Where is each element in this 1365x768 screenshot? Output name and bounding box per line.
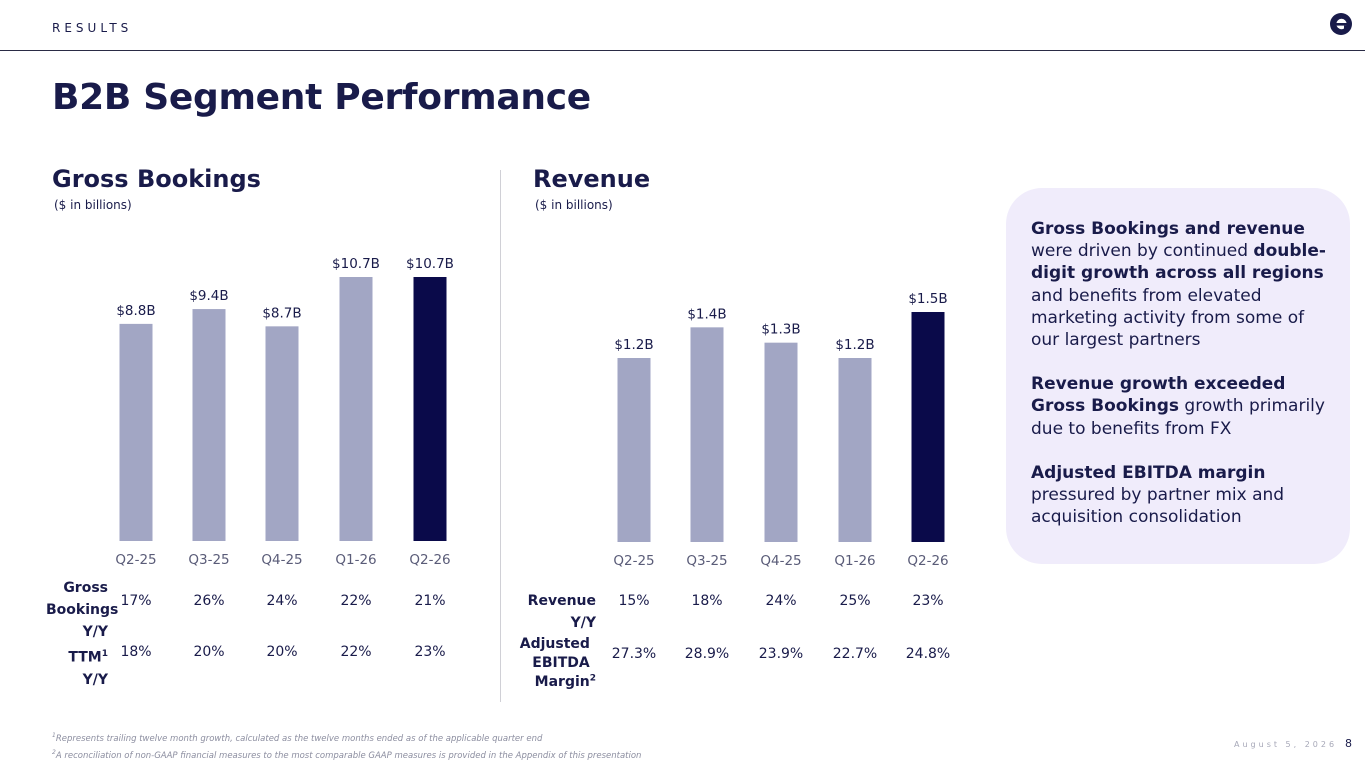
data-label-Q2-25: $8.8B bbox=[116, 303, 155, 319]
callout-p1-text: were driven by continued bbox=[1031, 241, 1254, 262]
metric-value: 21% bbox=[414, 593, 446, 609]
bar-Q2-26 bbox=[413, 277, 447, 541]
x-tick-label: Q1-26 bbox=[335, 552, 376, 568]
metric-value: 18% bbox=[691, 593, 723, 609]
data-label-Q1-26: $10.7B bbox=[332, 256, 380, 272]
page-number: 8 bbox=[1345, 737, 1352, 750]
revenue-title: Revenue bbox=[533, 165, 651, 193]
callout-p2-bold: Revenue growth exceeded Gross Bookings bbox=[1031, 374, 1286, 417]
ttm-label-text: TTM bbox=[68, 649, 102, 666]
section-label: RESULTS bbox=[52, 21, 133, 35]
gross-bookings-title: Gross Bookings bbox=[52, 165, 261, 193]
bar-Q2-25 bbox=[119, 323, 153, 541]
metric-value: 22% bbox=[340, 593, 372, 609]
callout-p1-bold2: double-digit growth across all regions bbox=[1031, 241, 1326, 284]
data-label-Q2-25: $1.2B bbox=[614, 337, 653, 353]
revenue-subtitle: ($ in billions) bbox=[535, 198, 613, 212]
metric-value: 26% bbox=[193, 593, 225, 609]
x-tick-label: Q4-25 bbox=[760, 553, 801, 569]
callout-paragraph-2: Revenue growth exceeded Gross Bookings g… bbox=[1031, 373, 1337, 440]
data-label-Q3-25: $9.4B bbox=[189, 288, 228, 304]
footnote-1-marker: 1 bbox=[52, 732, 56, 739]
gross-bookings-subtitle: ($ in billions) bbox=[54, 198, 132, 212]
top-bar bbox=[0, 0, 1365, 51]
callout-p1-bold: Gross Bookings and revenue bbox=[1031, 219, 1305, 239]
expedia-e-icon bbox=[1330, 13, 1352, 35]
x-tick-label: Q2-25 bbox=[613, 553, 654, 569]
gross-bookings-yy-label: Gross Bookings Y/Y bbox=[20, 577, 119, 643]
ttm-yy-label: TTM1 Y/Y bbox=[20, 643, 108, 691]
data-label-Q2-26: $10.7B bbox=[406, 256, 454, 272]
callout-panel bbox=[1006, 188, 1350, 564]
metric-value: 15% bbox=[618, 593, 650, 609]
ttm-footnote-marker: 1 bbox=[101, 649, 108, 659]
metric-value: 23.9% bbox=[758, 646, 804, 662]
footnotes: 1Represents trailing twelve month growth… bbox=[52, 729, 641, 763]
data-label-Q4-25: $1.3B bbox=[761, 322, 800, 338]
x-tick-label: Q2-26 bbox=[409, 552, 450, 568]
metric-value: 22% bbox=[340, 644, 372, 660]
x-tick-label: Q1-26 bbox=[834, 553, 875, 569]
x-tick-label: Q2-25 bbox=[115, 552, 156, 568]
bar-Q1-26 bbox=[838, 358, 872, 542]
metric-value: 23% bbox=[414, 644, 446, 660]
data-label-Q3-25: $1.4B bbox=[687, 306, 726, 322]
ttm-label-text-2: Y/Y bbox=[82, 671, 108, 688]
bar-Q4-25 bbox=[764, 342, 798, 542]
callout-p2-text: growth primarily due to benefits from FX bbox=[1031, 396, 1325, 439]
ebitda-footnote-marker: 2 bbox=[589, 673, 596, 684]
revenue-yy-label-text: Revenue Y/Y bbox=[527, 593, 596, 631]
data-label-Q1-26: $1.2B bbox=[835, 337, 874, 353]
metric-value: 28.9% bbox=[684, 646, 730, 662]
callout-p1-text2: and benefits from elevated marketing act… bbox=[1031, 285, 1305, 351]
footnote-2-text: A reconciliation of non-GAAP financial m… bbox=[55, 750, 642, 761]
bar-Q3-25 bbox=[192, 309, 226, 541]
metric-value: 20% bbox=[193, 644, 225, 660]
page-title: B2B Segment Performance bbox=[52, 77, 591, 118]
adjusted-ebitda-label: Adjusted EBITDA Margin2 bbox=[505, 635, 596, 692]
metric-value: 17% bbox=[120, 593, 152, 609]
x-tick-label: Q3-25 bbox=[188, 552, 229, 568]
footnote-1-text: Represents trailing twelve month growth,… bbox=[55, 733, 543, 744]
metric-value: 24% bbox=[765, 593, 797, 609]
bar-Q3-25 bbox=[690, 327, 724, 542]
data-label-Q4-25: $8.7B bbox=[262, 305, 301, 321]
callout-text: Gross Bookings and revenue were driven b… bbox=[1031, 218, 1337, 550]
gross-bookings-yy-label-text: Gross Bookings Y/Y bbox=[46, 580, 119, 640]
metric-value: 23% bbox=[912, 593, 944, 609]
bar-Q4-25 bbox=[265, 326, 299, 541]
callout-paragraph-1: Gross Bookings and revenue were driven b… bbox=[1031, 218, 1337, 351]
metric-value: 24% bbox=[266, 593, 298, 609]
footnote-2-marker: 2 bbox=[52, 748, 56, 756]
footnote-2: 2A reconciliation of non-GAAP financial … bbox=[52, 746, 641, 763]
footnote-1: 1Represents trailing twelve month growth… bbox=[52, 729, 641, 746]
callout-paragraph-3: Adjusted EBITDA margin pressured by part… bbox=[1031, 462, 1337, 529]
metric-value: 20% bbox=[266, 644, 298, 660]
metric-value: 22.7% bbox=[832, 646, 878, 662]
metric-value: 25% bbox=[839, 593, 871, 609]
metric-value: 18% bbox=[120, 644, 152, 660]
bar-Q2-25 bbox=[617, 358, 651, 542]
callout-p3-text: pressured by partner mix and acquisition… bbox=[1031, 485, 1285, 528]
presentation-date: August 5, 2026 bbox=[1234, 740, 1338, 749]
chart-divider bbox=[500, 170, 501, 702]
x-tick-label: Q3-25 bbox=[686, 553, 727, 569]
bar-Q1-26 bbox=[339, 277, 373, 541]
metric-value: 24.8% bbox=[905, 646, 951, 662]
revenue-yy-label: Revenue Y/Y bbox=[510, 590, 596, 634]
callout-p3-bold: Adjusted EBITDA margin bbox=[1031, 462, 1266, 483]
x-tick-label: Q2-26 bbox=[907, 553, 948, 569]
x-tick-label: Q4-25 bbox=[261, 552, 302, 568]
metric-value: 27.3% bbox=[611, 646, 657, 662]
adjusted-ebitda-label-text: Adjusted EBITDA Margin bbox=[519, 636, 590, 690]
bar-Q2-26 bbox=[911, 312, 945, 542]
data-label-Q2-26: $1.5B bbox=[908, 291, 947, 307]
